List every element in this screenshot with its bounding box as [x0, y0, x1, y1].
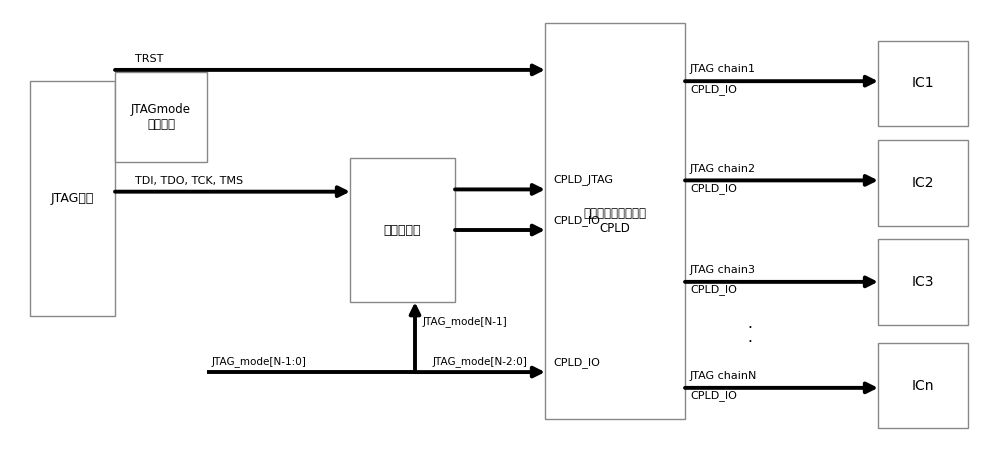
- FancyBboxPatch shape: [878, 343, 968, 428]
- FancyBboxPatch shape: [30, 81, 115, 316]
- Text: JTAG接头: JTAG接头: [51, 192, 94, 205]
- FancyBboxPatch shape: [878, 41, 968, 126]
- Text: CPLD_IO: CPLD_IO: [690, 84, 737, 95]
- Text: TRST: TRST: [135, 55, 163, 64]
- Text: JTAG chainN: JTAG chainN: [690, 371, 757, 381]
- Text: CPLD_IO: CPLD_IO: [690, 285, 737, 295]
- Text: JTAG_mode[N-1:0]: JTAG_mode[N-1:0]: [212, 356, 307, 367]
- FancyBboxPatch shape: [115, 72, 207, 162]
- Text: CPLD_JTAG: CPLD_JTAG: [553, 174, 613, 185]
- Text: JTAG_mode[N-2:0]: JTAG_mode[N-2:0]: [433, 356, 527, 367]
- Text: IC3: IC3: [912, 275, 934, 289]
- Text: JTAG_mode[N-1]: JTAG_mode[N-1]: [423, 316, 508, 327]
- Text: ICn: ICn: [912, 378, 934, 393]
- Text: JTAG chain1: JTAG chain1: [690, 64, 756, 74]
- Text: .: .: [748, 316, 752, 331]
- Text: JTAG chain3: JTAG chain3: [690, 265, 756, 275]
- FancyBboxPatch shape: [545, 23, 685, 419]
- Text: CPLD_IO: CPLD_IO: [553, 357, 600, 368]
- Text: CPLD_IO: CPLD_IO: [553, 215, 600, 226]
- Text: 复杂可编程逻辑器件
CPLD: 复杂可编程逻辑器件 CPLD: [584, 207, 646, 235]
- Text: IC1: IC1: [912, 76, 934, 91]
- FancyBboxPatch shape: [350, 158, 455, 302]
- Text: JTAGmode
选择开关: JTAGmode 选择开关: [131, 103, 191, 131]
- Text: CPLD_IO: CPLD_IO: [690, 183, 737, 194]
- Text: CPLD_IO: CPLD_IO: [690, 391, 737, 401]
- FancyBboxPatch shape: [878, 140, 968, 226]
- Text: TDI, TDO, TCK, TMS: TDI, TDO, TCK, TMS: [135, 176, 243, 186]
- Text: .: .: [748, 330, 752, 345]
- Text: JTAG chain2: JTAG chain2: [690, 164, 756, 174]
- Text: IC2: IC2: [912, 175, 934, 190]
- FancyBboxPatch shape: [878, 239, 968, 325]
- Text: 数据分配器: 数据分配器: [384, 224, 421, 236]
